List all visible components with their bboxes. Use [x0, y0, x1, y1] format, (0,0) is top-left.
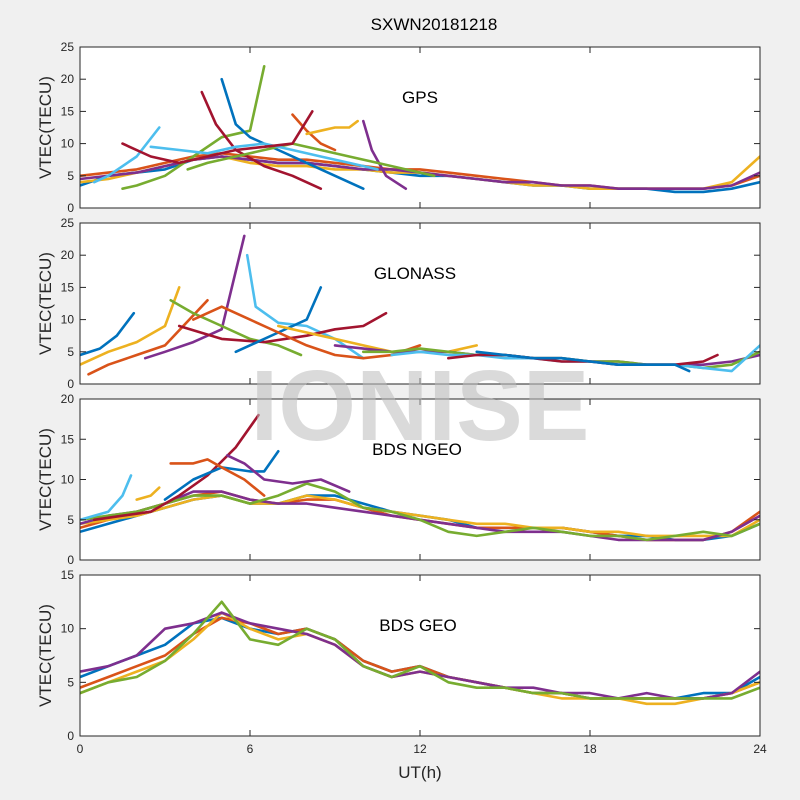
figure-title: SXWN20181218	[371, 15, 498, 34]
series-line	[80, 494, 760, 538]
series-line	[169, 458, 266, 497]
panel-label: GLONASS	[374, 264, 456, 283]
series-line	[92, 126, 161, 184]
y-tick-label: 0	[67, 729, 74, 743]
x-tick-label: 0	[77, 742, 84, 756]
y-tick-label: 5	[67, 513, 74, 527]
y-tick-label: 10	[61, 137, 75, 151]
series-line	[186, 142, 436, 178]
series-line	[92, 413, 260, 522]
series-group	[80, 600, 760, 706]
series-line	[121, 110, 314, 165]
y-tick-label: 0	[67, 377, 74, 391]
y-tick-label: 15	[61, 432, 75, 446]
series-line	[291, 113, 337, 152]
series-line	[475, 350, 691, 373]
panel-0: 0 5 10 15 20 25 VTEC(TECU) GPS	[36, 40, 761, 215]
y-tick-label: 20	[61, 72, 75, 86]
panel-2: 0 5 10 15 20 VTEC(TECU) BDS NGEO	[36, 392, 761, 567]
y-axis-label: VTEC(TECU)	[36, 604, 55, 707]
y-axis-label: VTEC(TECU)	[36, 76, 55, 179]
panel-1: 0 5 10 15 20 25 VTEC(TECU) GLONASS	[36, 216, 761, 391]
y-tick-label: 10	[61, 622, 75, 636]
series-line	[135, 486, 161, 501]
series-line	[192, 305, 422, 360]
series-line	[177, 311, 388, 344]
y-tick-label: 15	[61, 104, 75, 118]
y-tick-label: 20	[61, 248, 75, 262]
y-tick-label: 10	[61, 473, 75, 487]
x-tick-label: 24	[753, 742, 767, 756]
y-tick-label: 0	[67, 201, 74, 215]
series-line	[163, 450, 280, 501]
series-line	[80, 311, 136, 357]
series-line	[87, 299, 209, 376]
series-line	[220, 77, 365, 190]
y-tick-label: 10	[61, 313, 75, 327]
series-line	[226, 454, 351, 493]
series-line	[80, 474, 133, 522]
series-line	[200, 90, 323, 190]
series-line	[149, 142, 379, 171]
series-line	[245, 253, 365, 360]
series-line	[80, 286, 181, 366]
panel-label: BDS GEO	[379, 616, 456, 635]
x-tick-label: 12	[413, 742, 427, 756]
series-group	[80, 65, 760, 194]
series-line	[169, 299, 303, 357]
series-group	[80, 234, 760, 376]
panel-3: 0 5 10 15 0 6 12 18 24 VTEC(TECU) BDS GEO	[36, 568, 767, 756]
panels: 0 5 10 15 20 25 VTEC(TECU) GPS 0 5 10 15 20 25 VTEC(TE…	[36, 40, 767, 756]
x-tick-label: 6	[247, 742, 254, 756]
panel-label: BDS NGEO	[372, 440, 462, 459]
series-line	[80, 611, 760, 700]
panel-plot-area	[80, 223, 760, 384]
y-tick-label: 20	[61, 392, 75, 406]
series-line	[80, 600, 760, 700]
y-tick-label: 5	[67, 675, 74, 689]
panel-plot-area	[80, 575, 760, 736]
series-group	[80, 413, 760, 542]
series-line	[305, 119, 359, 136]
x-axis-label: UT(h)	[398, 763, 441, 782]
y-axis-label: VTEC(TECU)	[36, 252, 55, 355]
y-tick-label: 15	[61, 568, 75, 582]
y-tick-label: 15	[61, 280, 75, 294]
series-line	[234, 286, 323, 354]
x-tick-label: 18	[583, 742, 597, 756]
panel-label: GPS	[402, 88, 438, 107]
y-tick-label: 25	[61, 40, 75, 54]
watermark-text: IONISE	[251, 350, 590, 462]
series-line	[121, 65, 266, 190]
panel-plot-area	[80, 47, 760, 208]
y-tick-label: 5	[67, 345, 74, 359]
y-tick-label: 25	[61, 216, 75, 230]
y-axis-label: VTEC(TECU)	[36, 428, 55, 531]
y-tick-label: 5	[67, 169, 74, 183]
series-line	[80, 482, 760, 542]
y-tick-label: 0	[67, 553, 74, 567]
series-line	[143, 234, 246, 360]
